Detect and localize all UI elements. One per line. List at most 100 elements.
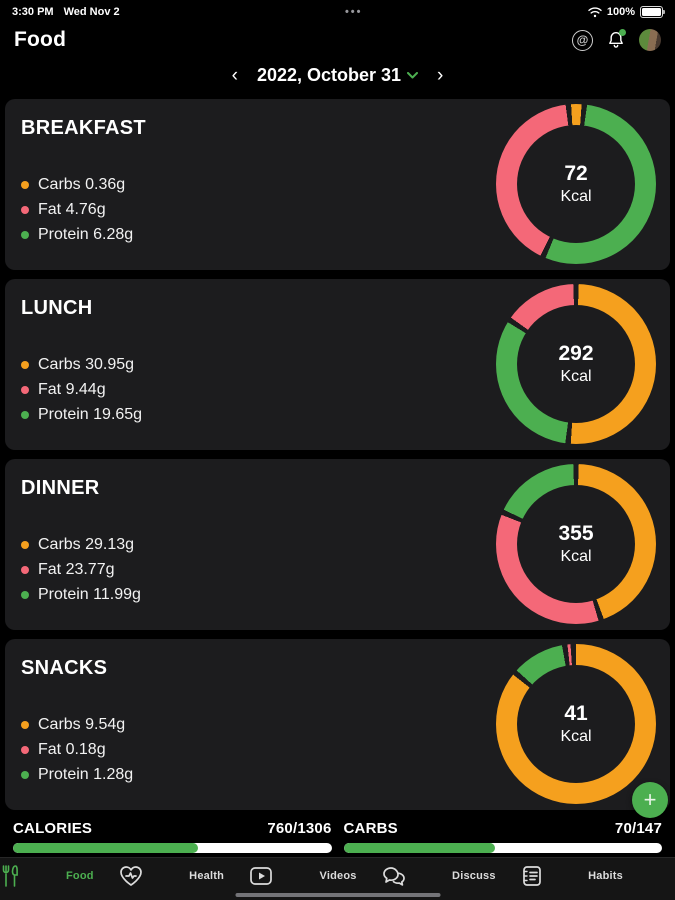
legend-label: Protein 1.28g [38, 765, 134, 783]
carbs-dot-icon [21, 360, 29, 369]
heart-pulse-icon [120, 866, 143, 886]
meal-title: SNACKS [21, 657, 108, 679]
meal-card-snacks[interactable]: SNACKS Carbs 9.54g Fat 0.18g Protein 1.2… [5, 639, 670, 810]
video-play-icon [250, 867, 273, 885]
legend-label: Fat 4.76g [38, 200, 106, 218]
donut-hole [517, 305, 635, 423]
meal-card-lunch[interactable]: LUNCH Carbs 30.95g Fat 9.44g Protein 19.… [5, 279, 670, 450]
profile-avatar[interactable] [639, 29, 661, 51]
legend-label: Protein 6.28g [38, 225, 134, 243]
macro-legend: Carbs 30.95g Fat 9.44g Protein 19.65g [5, 352, 670, 427]
daily-totals: CALORIES 760/1306 CARBS 70/147 [0, 810, 675, 853]
page-title: Food [14, 28, 67, 51]
home-indicator[interactable] [235, 893, 440, 897]
kcal-total: 292 Kcal [496, 284, 656, 444]
macro-donut-chart: 355 Kcal [496, 464, 656, 624]
protein-dot-icon [21, 410, 29, 419]
calories-label: CALORIES [13, 820, 93, 837]
macro-legend: Carbs 9.54g Fat 0.18g Protein 1.28g [5, 712, 670, 787]
next-day-arrow-icon[interactable]: › [437, 64, 444, 86]
tab-health[interactable]: Health [119, 865, 224, 887]
tab-discuss[interactable]: Discuss [382, 865, 496, 887]
kcal-value: 41 [564, 701, 588, 725]
status-time-date: 3:30 PM Wed Nov 2 [12, 6, 120, 18]
fat-dot-icon [21, 565, 29, 574]
legend-carbs: Carbs 0.36g [21, 172, 670, 197]
legend-carbs: Carbs 30.95g [21, 352, 670, 377]
legend-label: Carbs 30.95g [38, 355, 135, 373]
tab-food[interactable]: Food [2, 865, 94, 887]
legend-label: Carbs 0.36g [38, 175, 126, 193]
meal-card-list: BREAKFAST Carbs 0.36g Fat 4.76g Protein … [0, 93, 675, 810]
legend-label: Carbs 29.13g [38, 535, 135, 553]
multitask-dots-icon: ••• [344, 6, 363, 18]
meal-title: BREAKFAST [21, 117, 146, 139]
legend-protein: Protein 1.28g [21, 762, 670, 787]
status-bar: 3:30 PM Wed Nov 2 ••• 100% [0, 0, 675, 21]
carbs-value: 70/147 [614, 820, 662, 837]
legend-fat: Fat 23.77g [21, 557, 670, 582]
chevron-down-icon [407, 71, 419, 78]
tab-label: Discuss [452, 870, 496, 882]
donut-hole [517, 665, 635, 783]
battery-icon [640, 6, 665, 18]
status-indicators: 100% [588, 6, 665, 18]
legend-label: Carbs 9.54g [38, 715, 126, 733]
journal-list-icon [523, 866, 541, 886]
kcal-unit: Kcal [560, 728, 592, 746]
donut-hole [517, 485, 635, 603]
tab-label: Health [189, 870, 224, 882]
tab-label: Habits [588, 870, 623, 882]
legend-label: Fat 9.44g [38, 380, 106, 398]
app-header: Food @ [0, 21, 675, 57]
donut-hole [517, 125, 635, 243]
calories-progress-bar [13, 843, 332, 853]
carbs-progress-bar [343, 843, 662, 853]
legend-protein: Protein 6.28g [21, 222, 670, 247]
carbs-progress-fill [343, 843, 496, 853]
tab-label: Videos [319, 870, 357, 882]
kcal-unit: Kcal [560, 368, 592, 386]
notifications-bell-icon[interactable] [606, 29, 626, 50]
macro-donut-chart: 72 Kcal [496, 104, 656, 264]
macro-donut-chart: 41 Kcal [496, 644, 656, 804]
wifi-icon [588, 6, 602, 17]
notification-badge [619, 29, 626, 36]
legend-label: Protein 19.65g [38, 405, 143, 423]
legend-fat: Fat 4.76g [21, 197, 670, 222]
carbs-label: CARBS [343, 820, 398, 837]
header-actions: @ [572, 29, 661, 51]
status-date: Wed Nov 2 [63, 6, 120, 18]
legend-carbs: Carbs 29.13g [21, 532, 670, 557]
fat-dot-icon [21, 745, 29, 754]
legend-fat: Fat 0.18g [21, 737, 670, 762]
meal-card-dinner[interactable]: DINNER Carbs 29.13g Fat 23.77g Protein 1… [5, 459, 670, 630]
meal-card-breakfast[interactable]: BREAKFAST Carbs 0.36g Fat 4.76g Protein … [5, 99, 670, 270]
carbs-progress: CARBS 70/147 [343, 820, 662, 853]
mentions-icon[interactable]: @ [572, 29, 593, 51]
prev-day-arrow-icon[interactable]: ‹ [231, 64, 238, 86]
protein-dot-icon [21, 770, 29, 779]
protein-dot-icon [21, 230, 29, 239]
macro-legend: Carbs 29.13g Fat 23.77g Protein 11.99g [5, 532, 670, 607]
date-picker[interactable]: 2022, October 31 [256, 64, 419, 86]
add-food-button[interactable]: + [632, 782, 668, 818]
kcal-value: 355 [558, 521, 594, 545]
kcal-value: 72 [564, 161, 588, 185]
carbs-dot-icon [21, 720, 29, 729]
kcal-total: 355 Kcal [496, 464, 656, 624]
tab-habits[interactable]: Habits [521, 865, 623, 887]
bottom-tab-bar: Food Health Videos Discuss [0, 857, 675, 900]
legend-label: Fat 23.77g [38, 560, 115, 578]
date-navigation: ‹ 2022, October 31 › [0, 57, 675, 93]
calories-value: 760/1306 [267, 820, 332, 837]
meal-title: DINNER [21, 477, 100, 499]
fat-dot-icon [21, 385, 29, 394]
kcal-unit: Kcal [560, 188, 592, 206]
clock-time: 3:30 PM [12, 6, 54, 18]
date-label: 2022, October 31 [256, 64, 402, 85]
legend-fat: Fat 9.44g [21, 377, 670, 402]
legend-carbs: Carbs 9.54g [21, 712, 670, 737]
tab-videos[interactable]: Videos [249, 866, 356, 886]
